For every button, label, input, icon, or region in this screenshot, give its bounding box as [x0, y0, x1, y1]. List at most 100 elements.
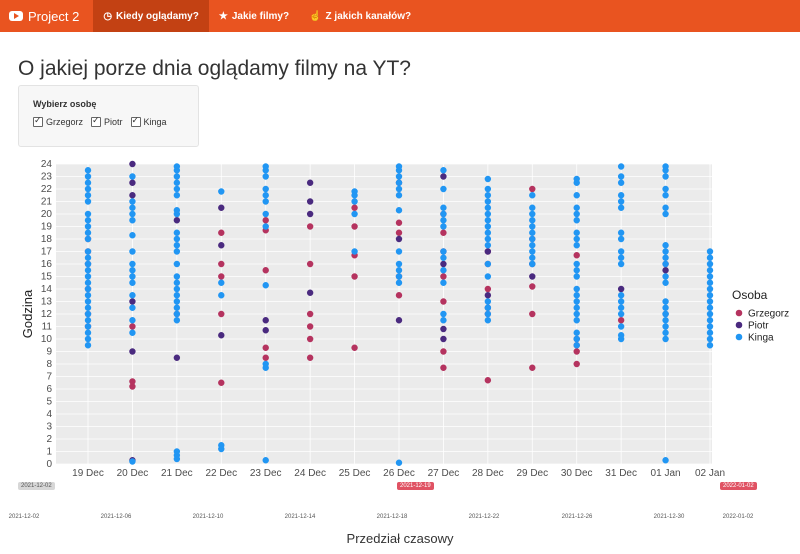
data-point [306, 354, 314, 361]
data-point [262, 267, 269, 274]
data-point [573, 252, 580, 259]
data-point [617, 163, 625, 170]
x-axis-title: Przedział czasowy [346, 531, 454, 546]
range-slider-tick: 2021-12-26 [561, 514, 593, 520]
data-point [218, 292, 225, 299]
data-point [173, 273, 181, 280]
data-point [440, 348, 447, 355]
data-point [129, 198, 136, 205]
data-point [617, 304, 625, 311]
data-point [440, 210, 447, 218]
data-point [573, 348, 580, 355]
checkbox-grzegorz[interactable]: Grzegorz [33, 115, 83, 127]
data-point [218, 242, 225, 249]
data-point [484, 317, 492, 324]
data-point [529, 223, 536, 230]
checkbox-piotr[interactable]: Piotr [91, 115, 123, 127]
x-tick-label: 28 Dec [472, 468, 504, 479]
tab-label: Z jakich kanałów? [325, 10, 412, 22]
data-point [306, 223, 314, 230]
tab-label: Jakie filmy? [231, 10, 290, 22]
checkbox-box[interactable] [130, 115, 141, 127]
data-point [529, 210, 536, 218]
data-point [573, 298, 580, 305]
legend-entry: Piotr [748, 321, 769, 332]
data-point [129, 458, 136, 465]
y-tick-label: 13 [41, 297, 53, 308]
data-point [573, 242, 580, 249]
data-point [440, 223, 447, 230]
legend-entry: Grzegorz [748, 309, 789, 320]
data-point [262, 344, 269, 351]
x-tick-label: 27 Dec [428, 468, 460, 479]
data-point [662, 335, 669, 343]
x-tick-label: 02 Jan [695, 468, 725, 479]
data-point [484, 260, 492, 268]
checkbox-box[interactable] [91, 115, 102, 127]
brand-title: Project 2 [28, 8, 80, 24]
data-point [484, 175, 492, 183]
x-tick-label: 29 Dec [516, 468, 548, 479]
data-point [218, 204, 225, 211]
data-point [84, 248, 92, 255]
legend-title: Osoba [732, 288, 768, 302]
data-point [706, 267, 714, 274]
data-point [129, 160, 136, 168]
data-point [84, 323, 92, 330]
data-point [662, 310, 669, 318]
data-point [173, 317, 181, 324]
data-point [173, 235, 181, 243]
tab-jakie-filmy[interactable]: ★ Jakie filmy? [209, 0, 299, 32]
data-point [440, 229, 447, 236]
data-point [573, 229, 580, 236]
data-point [129, 260, 136, 268]
brand[interactable]: Project 2 [0, 0, 93, 32]
person-selector-panel: Wybierz osobę Grzegorz Piotr Kinga [18, 85, 199, 147]
data-point [262, 185, 269, 193]
data-point [484, 310, 492, 318]
data-point [484, 248, 492, 255]
tab-kiedy-ogladamy[interactable]: ◷ Kiedy oglądamy? [93, 0, 209, 32]
data-point [218, 310, 225, 318]
checkbox-kinga[interactable]: Kinga [130, 115, 167, 127]
data-point [84, 317, 92, 324]
x-tick-label: 20 Dec [117, 468, 149, 479]
tab-label: Kiedy oglądamy? [116, 10, 199, 22]
scatter-chart: 0123456789101112131415161718192021222324… [20, 159, 789, 479]
data-point [173, 304, 181, 311]
data-point [84, 185, 92, 193]
data-point [706, 335, 714, 343]
data-point [662, 304, 669, 311]
data-point [84, 285, 92, 293]
data-point [129, 317, 136, 324]
data-point [306, 323, 314, 330]
data-point [617, 204, 625, 211]
data-point [173, 163, 181, 170]
data-point [84, 198, 92, 205]
x-tick-label: 24 Dec [294, 468, 326, 479]
range-slider-tick: 2021-12-06 [100, 514, 132, 520]
y-tick-label: 2 [46, 434, 52, 445]
data-point [395, 235, 403, 243]
data-point [84, 179, 92, 186]
data-point [395, 207, 403, 214]
data-point [262, 282, 269, 289]
data-point [440, 185, 447, 193]
y-tick-label: 3 [46, 422, 52, 433]
data-point [173, 279, 181, 286]
data-point [173, 179, 181, 186]
data-point [662, 204, 669, 211]
checkbox-box[interactable] [33, 115, 43, 127]
data-point [662, 163, 669, 170]
data-point [218, 442, 225, 449]
data-point [484, 377, 492, 384]
data-point [84, 304, 92, 311]
tab-z-jakich-kanalow[interactable]: ☝ Z jakich kanałów? [299, 0, 421, 32]
y-tick-label: 9 [46, 347, 52, 358]
data-point [484, 198, 492, 205]
data-point [351, 248, 358, 255]
y-tick-label: 11 [42, 322, 53, 333]
data-point [662, 273, 669, 280]
data-point [218, 188, 225, 195]
data-point [662, 279, 669, 286]
